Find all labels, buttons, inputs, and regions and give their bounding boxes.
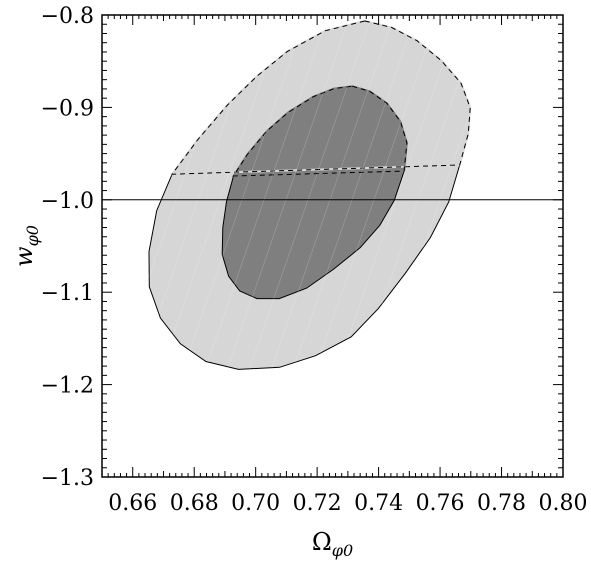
- x-axis-label-subscript: φ0: [332, 541, 353, 560]
- y-tick-label: −0.8: [41, 4, 94, 29]
- hatch-line: [542, 15, 591, 477]
- inner-region-dashed-boundary: [232, 85, 408, 177]
- hatch-line: [0, 15, 20, 477]
- hatch-line: [586, 15, 591, 477]
- y-axis-label: wφ0: [10, 225, 42, 267]
- outer-region-dashed-boundary: [171, 20, 471, 175]
- hatch-line: [299, 21, 461, 370]
- hatch-line: [277, 21, 439, 370]
- y-axis-label-main: w: [10, 246, 38, 267]
- x-tick-label: 0.74: [354, 491, 403, 516]
- x-tick-label: 0.80: [539, 491, 588, 516]
- hatch-line: [498, 15, 591, 477]
- y-axis-label-subscript: φ0: [23, 225, 42, 246]
- x-tick-label: 0.70: [231, 491, 280, 516]
- y-tick-label: −1.0: [41, 189, 94, 214]
- x-tick-label: 0.66: [108, 491, 157, 516]
- hatch-line: [0, 15, 86, 477]
- hatch-line: [255, 21, 417, 370]
- y-tick-label: −1.1: [41, 281, 94, 306]
- contour-regions: [148, 20, 472, 370]
- y-tick-label: −0.9: [41, 96, 94, 121]
- y-tick-label: −1.3: [41, 466, 94, 491]
- hatch-line: [0, 15, 130, 477]
- hatch-line: [233, 21, 395, 370]
- hatch-line: [211, 21, 373, 370]
- x-axis-label-main: Ω: [312, 528, 332, 556]
- x-tick-label: 0.68: [170, 491, 219, 516]
- hatch-line: [0, 15, 108, 477]
- hatch-line: [149, 21, 307, 370]
- x-tick-label: 0.72: [293, 491, 342, 516]
- x-tick-labels: 0.66 0.68 0.70 0.72 0.74 0.76 0.78 0.80: [108, 491, 587, 516]
- y-tick-label: −1.2: [41, 374, 94, 399]
- hatch-line: [453, 21, 471, 370]
- y-tick-labels: −0.8 −0.9 −1.0 −1.1 −1.2 −1.3: [41, 4, 94, 491]
- axis-ticks: [101, 14, 564, 478]
- x-axis-label: Ωφ0: [312, 528, 353, 560]
- hatch-line: [476, 15, 591, 477]
- hatch-line: [520, 15, 591, 477]
- hatch-line: [167, 21, 329, 370]
- x-tick-label: 0.76: [416, 491, 465, 516]
- hatch-line: [189, 21, 351, 370]
- x-tick-label: 0.78: [477, 491, 526, 516]
- hatch-line: [149, 21, 285, 370]
- hatch-line: [564, 15, 591, 477]
- hatch-line: [321, 21, 471, 370]
- hatch-line: [343, 21, 471, 370]
